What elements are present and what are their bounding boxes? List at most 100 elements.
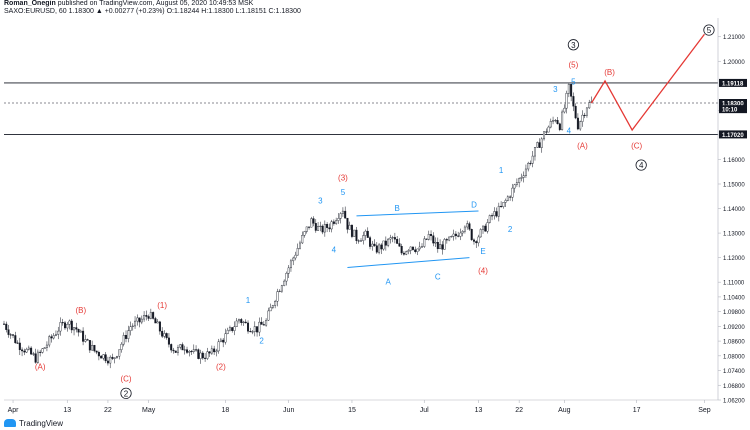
candle-body: [369, 237, 372, 247]
candle-body: [100, 355, 103, 359]
candle-body: [269, 307, 272, 312]
candle-body: [515, 182, 518, 185]
candle-body: [470, 229, 473, 241]
candle-body: [576, 117, 579, 130]
candle-body: [197, 349, 200, 359]
wave-label: 2: [508, 225, 513, 234]
candle-body: [244, 321, 247, 324]
candle-body: [556, 120, 559, 124]
candle-body: [52, 335, 55, 339]
wave-label: 1: [246, 296, 251, 305]
candle-body: [552, 120, 555, 122]
candle-body: [588, 102, 591, 109]
candle-body: [457, 235, 460, 237]
candle-body: [475, 241, 478, 244]
candle-body: [102, 354, 105, 359]
candle-body: [5, 323, 8, 330]
candle-body: [30, 347, 33, 355]
wave-label: 1: [499, 166, 504, 175]
candle-body: [21, 349, 24, 352]
candle-body: [353, 229, 356, 237]
candle-body: [341, 210, 344, 214]
candle-body: [572, 96, 575, 107]
candle-body: [371, 243, 374, 247]
candle-body: [260, 321, 263, 325]
candle-body: [125, 335, 128, 339]
candle-body: [536, 142, 539, 148]
candle-body: [104, 354, 107, 362]
wave-label: E: [480, 247, 485, 256]
candle-body: [570, 83, 573, 97]
wave-label: 2: [120, 387, 132, 399]
y-tick-label: 1.21000: [723, 35, 745, 41]
candle-body: [545, 131, 548, 133]
candle-body: [366, 230, 369, 238]
candle-body: [217, 341, 220, 352]
candle-body: [251, 331, 254, 333]
candle-body: [452, 233, 455, 237]
candle-body: [115, 356, 118, 359]
candle-body: [86, 339, 89, 341]
chart-header: Roman_Onegin published on TradingView.co…: [4, 0, 301, 16]
wave-label: 5: [341, 188, 346, 197]
wave-label: (B): [604, 68, 615, 77]
candle-body: [256, 326, 259, 333]
candle-body: [423, 238, 426, 247]
candle-body: [165, 333, 168, 339]
candle-body: [237, 319, 240, 322]
candle-body: [172, 349, 175, 352]
y-tick-label: 1.16000: [723, 158, 745, 164]
y-tick-label: 1.13000: [723, 232, 745, 238]
candle-body: [118, 349, 121, 357]
candle-body: [226, 329, 229, 334]
candle-body: [247, 322, 250, 332]
footer-brand[interactable]: TradingView: [4, 416, 63, 430]
candle-body: [34, 353, 37, 363]
candle-body: [113, 357, 116, 359]
wave-label: (A): [577, 141, 588, 150]
candle-body: [156, 321, 159, 324]
x-tick-label: Sep: [698, 407, 711, 414]
candle-body: [258, 321, 261, 333]
candle-body: [378, 244, 381, 253]
candle-body: [511, 187, 514, 198]
candle-body: [188, 351, 191, 353]
wave-label-text: (B): [604, 68, 615, 77]
wave-label-text: 1: [246, 296, 251, 305]
candle-body: [393, 237, 396, 240]
candle-body: [486, 222, 489, 232]
grid-layer: [4, 82, 718, 135]
x-tick-label: Jul: [420, 407, 429, 414]
wave-label: 4: [635, 159, 647, 171]
candle-body: [574, 105, 577, 119]
candle-body: [391, 237, 394, 239]
y-tick-label: 1.06200: [723, 399, 745, 405]
candle-body: [319, 225, 322, 227]
x-tick-label: May: [142, 407, 156, 414]
x-axis[interactable]: Apr 13 22 May 18 Jun 15 Jul 13 22 Aug 17 Sep: [4, 399, 718, 414]
candle-body: [109, 356, 112, 364]
wave-label-text: (1): [157, 301, 167, 310]
candle-body: [328, 227, 331, 230]
candle-body: [326, 223, 329, 228]
candle-body: [122, 335, 125, 345]
wave-label-text: 2: [259, 337, 264, 346]
price-label-box: [719, 78, 747, 87]
candle-body: [262, 324, 265, 326]
candle-body: [206, 351, 209, 359]
candle-body: [504, 200, 507, 203]
y-tick-label: 1.09800: [723, 310, 745, 316]
price-label-text: 1.19118: [722, 81, 744, 87]
author-name[interactable]: Roman_Onegin: [4, 0, 56, 7]
candle-body: [506, 196, 509, 201]
candle-body: [201, 352, 204, 359]
wave-label: C: [435, 273, 441, 282]
x-tick-label: 22: [515, 407, 523, 414]
wave-label-text: 5: [707, 26, 712, 35]
candle-body: [432, 235, 435, 244]
y-axis[interactable]: 1.210001.200001.180001.170001.160001.150…: [717, 18, 747, 405]
candle-body: [450, 236, 453, 238]
candle-body: [158, 321, 161, 332]
candle-body: [154, 318, 157, 324]
